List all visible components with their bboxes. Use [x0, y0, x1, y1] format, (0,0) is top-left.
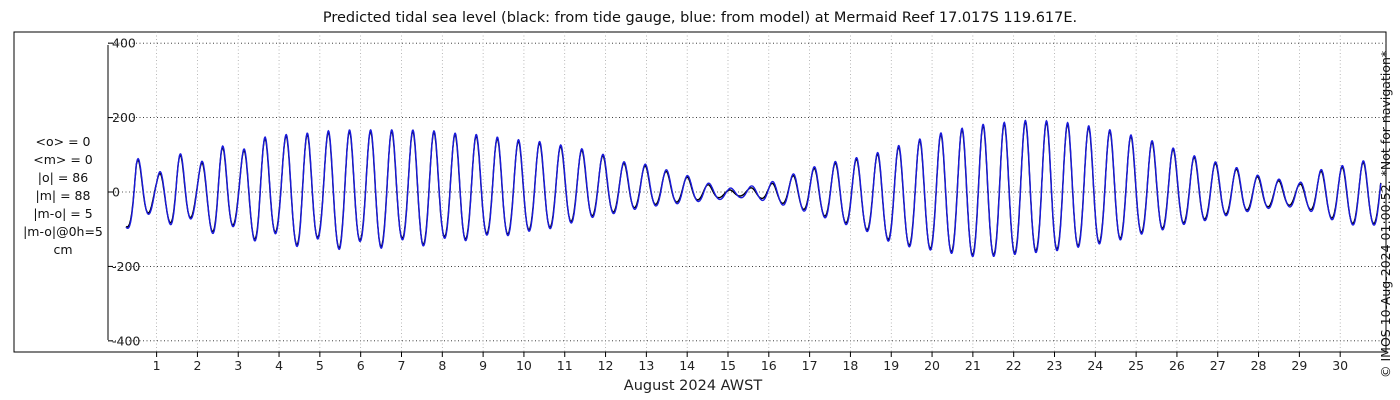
x-tick-label: 21 — [965, 358, 981, 373]
y-tick-label: -200 — [112, 259, 140, 274]
x-axis-label: August 2024 AWST — [624, 378, 763, 394]
stat-unit: cm — [53, 242, 73, 257]
x-tick-label: 13 — [638, 358, 654, 373]
x-tick-label: 15 — [720, 358, 736, 373]
copyright-notice: © IMOS 10-Aug-2024 01:00:52. *Not for na… — [1378, 50, 1393, 378]
stat-abs-observed: |o| = 86 — [37, 170, 89, 185]
x-tick-label: 18 — [842, 358, 858, 373]
grid — [108, 32, 1386, 352]
x-tick-label: 16 — [761, 358, 777, 373]
x-tick-label: 10 — [516, 358, 532, 373]
x-tick-label: 3 — [234, 358, 242, 373]
stat-abs-model: |m| = 88 — [35, 188, 91, 203]
stat-mean-observed: <o> = 0 — [35, 134, 91, 149]
chart-title: Predicted tidal sea level (black: from t… — [322, 10, 1078, 26]
x-tick-label: 25 — [1128, 358, 1144, 373]
x-tick-label: 7 — [398, 358, 406, 373]
x-tick-label: 30 — [1332, 358, 1348, 373]
x-tick-label: 27 — [1210, 358, 1226, 373]
x-tick-label: 17 — [802, 358, 818, 373]
stat-abs-diff-0h: |m-o|@0h=5 — [23, 224, 103, 239]
y-axis: -400 -200 0 200 400 — [107, 36, 140, 348]
y-tick-label: 400 — [112, 36, 136, 51]
stat-abs-diff: |m-o| = 5 — [33, 206, 93, 221]
y-tick-label: -400 — [112, 333, 140, 348]
x-tick-label: 6 — [357, 358, 365, 373]
x-axis: 1 2 3 4 5 6 7 8 9 10 11 12 13 14 15 16 17 18 19 20 21 22 23 24 2… — [153, 352, 1348, 373]
y-tick-label: 0 — [112, 185, 120, 200]
x-tick-label: 5 — [316, 358, 324, 373]
x-tick-label: 28 — [1251, 358, 1267, 373]
x-tick-label: 20 — [924, 358, 940, 373]
x-tick-label: 9 — [479, 358, 487, 373]
x-tick-label: 26 — [1169, 358, 1185, 373]
x-tick-label: 8 — [438, 358, 446, 373]
x-tick-label: 12 — [598, 358, 614, 373]
x-tick-label: 1 — [153, 358, 161, 373]
series-model-line — [125, 119, 1382, 258]
statistics-panel: <o> = 0 <m> = 0 |o| = 86 |m| = 88 |m-o| … — [14, 133, 112, 259]
x-tick-label: 2 — [193, 358, 201, 373]
x-tick-label: 14 — [679, 358, 695, 373]
x-tick-label: 23 — [1047, 358, 1063, 373]
x-tick-label: 22 — [1006, 358, 1022, 373]
stat-mean-model: <m> = 0 — [33, 152, 93, 167]
x-tick-label: 11 — [557, 358, 573, 373]
x-tick-label: 4 — [275, 358, 283, 373]
y-tick-label: 200 — [112, 110, 136, 125]
x-tick-label: 24 — [1087, 358, 1103, 373]
x-tick-label: 29 — [1291, 358, 1307, 373]
x-tick-label: 19 — [883, 358, 899, 373]
